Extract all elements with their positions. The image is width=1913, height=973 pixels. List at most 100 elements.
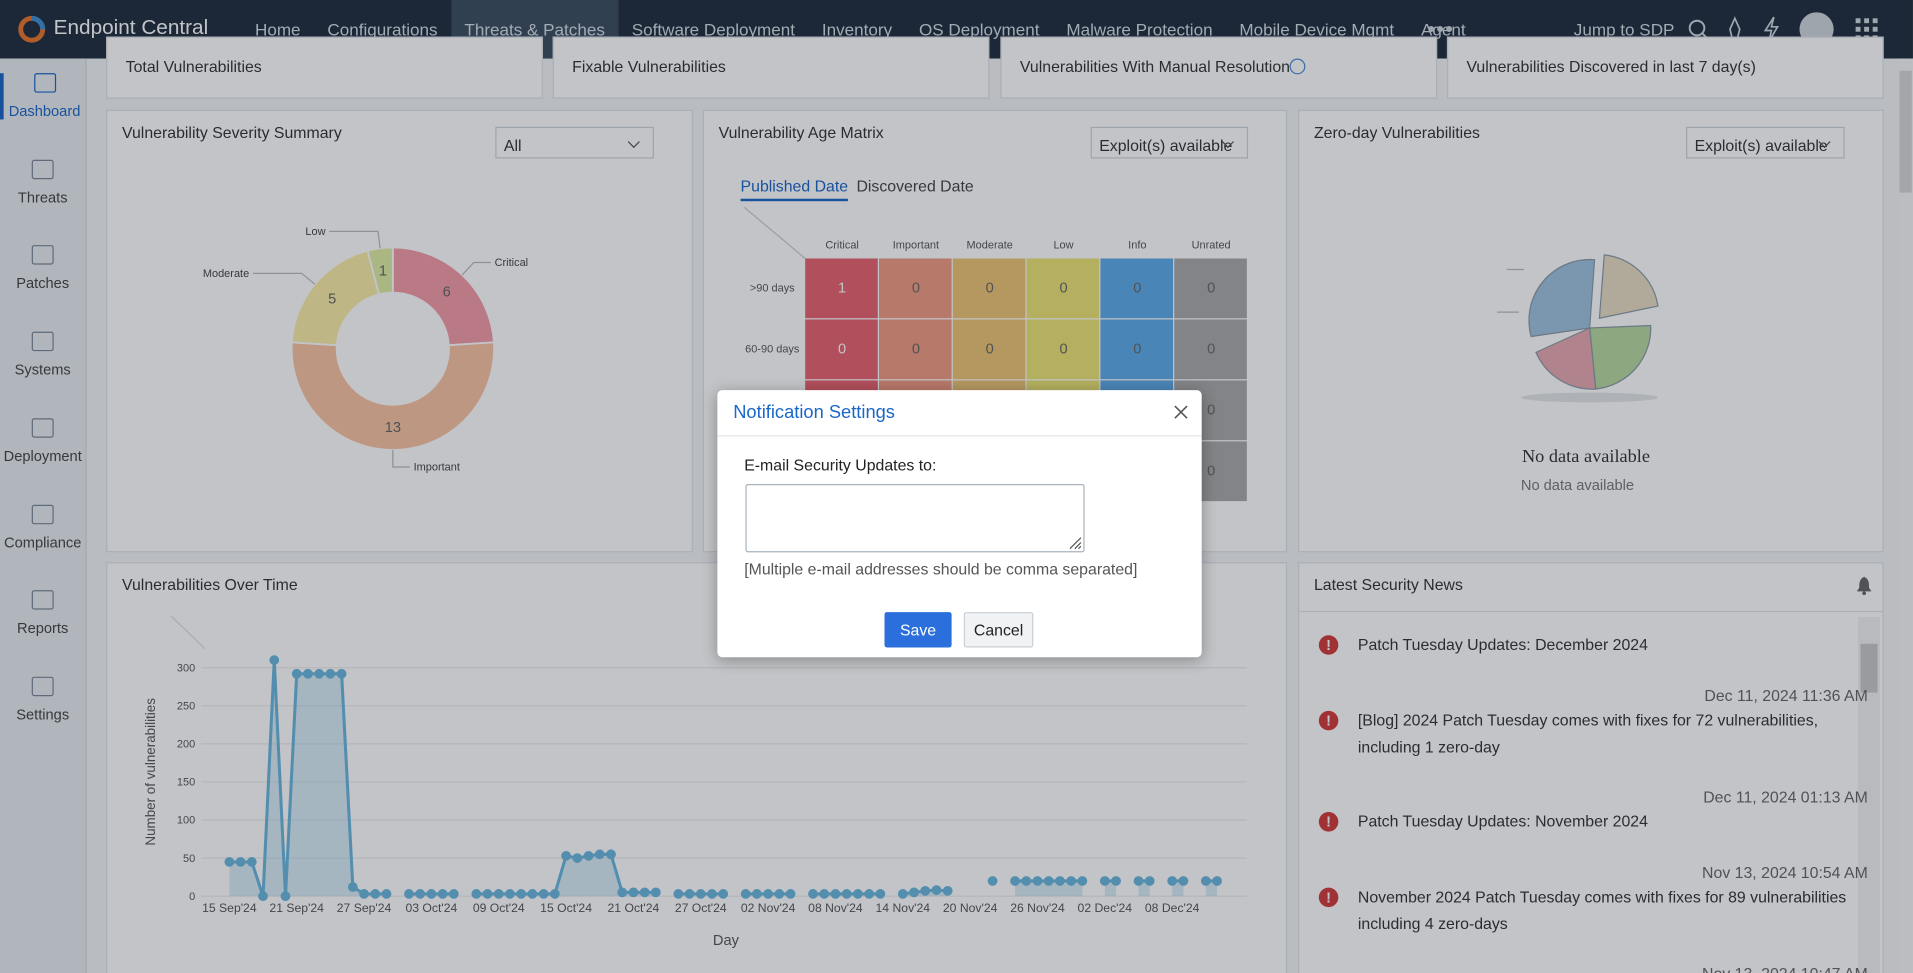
nav-item[interactable]: Mobile Device Mgmt: [1239, 19, 1395, 40]
category-label: Critical: [495, 257, 529, 269]
scroll-thumb[interactable]: [1860, 643, 1878, 693]
x-tick-label: 08 Nov'24: [808, 901, 863, 915]
matrix-cell: [805, 258, 878, 319]
matrix-column: Low: [1053, 240, 1073, 252]
sidebar-item[interactable]: Dashboard: [0, 73, 85, 120]
alert-icon: !: [1318, 812, 1339, 832]
x-tick-label: 15 Sep'24: [202, 901, 257, 915]
sidebar-icon: [31, 417, 54, 438]
email-textarea[interactable]: [745, 484, 1085, 553]
sidebar-icon: [31, 159, 54, 179]
point: [628, 887, 639, 898]
news-title[interactable]: November 2024 Patch Tuesday comes with f…: [1357, 887, 1847, 933]
nav-item[interactable]: Agent: [1420, 19, 1466, 40]
tab[interactable]: Published Date: [740, 177, 849, 202]
matrix-cell: [879, 258, 952, 319]
summary-card[interactable]: Fixable Vulnerabilities: [552, 36, 990, 99]
point: [246, 857, 257, 867]
bell-icon[interactable]: [1856, 576, 1873, 596]
point: [830, 889, 841, 899]
matrix-cell: [1174, 258, 1247, 319]
x-tick-label: 27 Oct'24: [675, 901, 727, 915]
empty-pie-illustration: [1496, 254, 1659, 403]
jump-link[interactable]: Jump to SDP: [1573, 19, 1675, 40]
point: [280, 891, 291, 902]
point: [920, 885, 931, 896]
point: [516, 889, 527, 899]
nav-item[interactable]: Configurations: [327, 19, 438, 40]
point: [437, 889, 448, 899]
news-date: Dec 11, 2024 01:13 AM: [1703, 787, 1868, 806]
news-title[interactable]: [Blog] 2024 Patch Tuesday comes with fix…: [1357, 710, 1819, 756]
summary-card[interactable]: Total Vulnerabilities: [106, 36, 543, 99]
point: [269, 655, 280, 665]
matrix-value: 0: [1207, 403, 1215, 419]
filter-dropdown[interactable]: Exploit(s) available: [1686, 126, 1845, 159]
sidebar-item[interactable]: Settings: [0, 676, 85, 723]
point: [549, 889, 560, 899]
y-axis-title: Number of vulnerabilities: [143, 698, 158, 846]
sidebar-item[interactable]: Threats: [0, 159, 85, 206]
point: [1055, 876, 1065, 886]
y-tick-label: 200: [177, 739, 195, 751]
matrix-column: Critical: [825, 240, 859, 252]
nav-item[interactable]: Software Deployment: [631, 19, 796, 40]
leader-line: [329, 230, 381, 249]
info-icon: [1289, 58, 1306, 75]
point: [594, 849, 605, 860]
filter-dropdown[interactable]: All: [495, 126, 654, 159]
cancel-button[interactable]: Cancel: [963, 612, 1034, 648]
nav-item[interactable]: Malware Protection: [1066, 19, 1213, 40]
point: [909, 887, 919, 898]
sidebar-label: Reports: [17, 619, 69, 637]
widget-title: Latest Security News: [1313, 575, 1463, 594]
matrix-cell: [805, 319, 878, 380]
news-title[interactable]: Patch Tuesday Updates: November 2024: [1357, 812, 1648, 831]
sidebar-item[interactable]: Compliance: [0, 504, 85, 551]
area: [229, 660, 1218, 897]
notification-dialog: Notification Settings E-mail Security Up…: [717, 390, 1202, 658]
sidebar-item[interactable]: Patches: [0, 245, 85, 292]
filter-dropdown[interactable]: Exploit(s) available: [1090, 126, 1249, 159]
summary-card[interactable]: Vulnerabilities Discovered in last 7 day…: [1446, 36, 1884, 99]
point: [404, 889, 414, 899]
x-tick-label: 27 Sep'24: [337, 901, 392, 915]
page-scrollbar[interactable]: [1898, 58, 1913, 973]
sidebar-item[interactable]: Reports: [0, 590, 85, 637]
point: [931, 885, 942, 895]
point: [819, 889, 830, 899]
sidebar-item[interactable]: Deployment: [0, 417, 85, 464]
nav-item[interactable]: Home: [254, 19, 301, 40]
matrix-cell: [952, 258, 1026, 319]
sidebar-label: Dashboard: [8, 102, 81, 120]
tab[interactable]: Discovered Date: [856, 176, 974, 196]
category-label: Moderate: [203, 268, 249, 280]
point: [606, 849, 616, 860]
scrollbar[interactable]: [1858, 616, 1881, 973]
matrix-row-label: 60-90 days: [745, 343, 800, 355]
news-title[interactable]: Patch Tuesday Updates: December 2024: [1357, 635, 1648, 654]
matrix-value: 0: [986, 281, 994, 297]
point: [314, 668, 325, 679]
matrix-value: 0: [1059, 281, 1067, 297]
matrix-cell: [1100, 319, 1174, 380]
point: [1043, 876, 1054, 886]
save-button[interactable]: Save: [884, 612, 952, 648]
news-widget: Latest Security News ! Patch Tuesday Upda…: [1298, 562, 1884, 973]
nav-item[interactable]: Inventory: [821, 19, 893, 40]
donut-segment: [366, 246, 394, 296]
point: [471, 889, 482, 899]
summary-card[interactable]: Vulnerabilities With Manual Resolution: [1000, 36, 1438, 99]
point: [235, 857, 246, 867]
alert-icon: !: [1318, 635, 1339, 655]
point: [1167, 876, 1178, 886]
news-date: Nov 13, 2024 10:54 AM: [1702, 863, 1868, 882]
nav-item[interactable]: OS Deployment: [918, 19, 1040, 40]
widget-title: Zero-day Vulnerabilities: [1313, 123, 1480, 142]
sidebar-item[interactable]: Systems: [0, 331, 85, 378]
close-button[interactable]: [1174, 405, 1189, 420]
segment-value: 6: [443, 284, 451, 300]
brand[interactable]: Endpoint Central: [53, 15, 209, 40]
search-icon[interactable]: [1688, 19, 1706, 37]
matrix-value: 0: [838, 342, 846, 358]
